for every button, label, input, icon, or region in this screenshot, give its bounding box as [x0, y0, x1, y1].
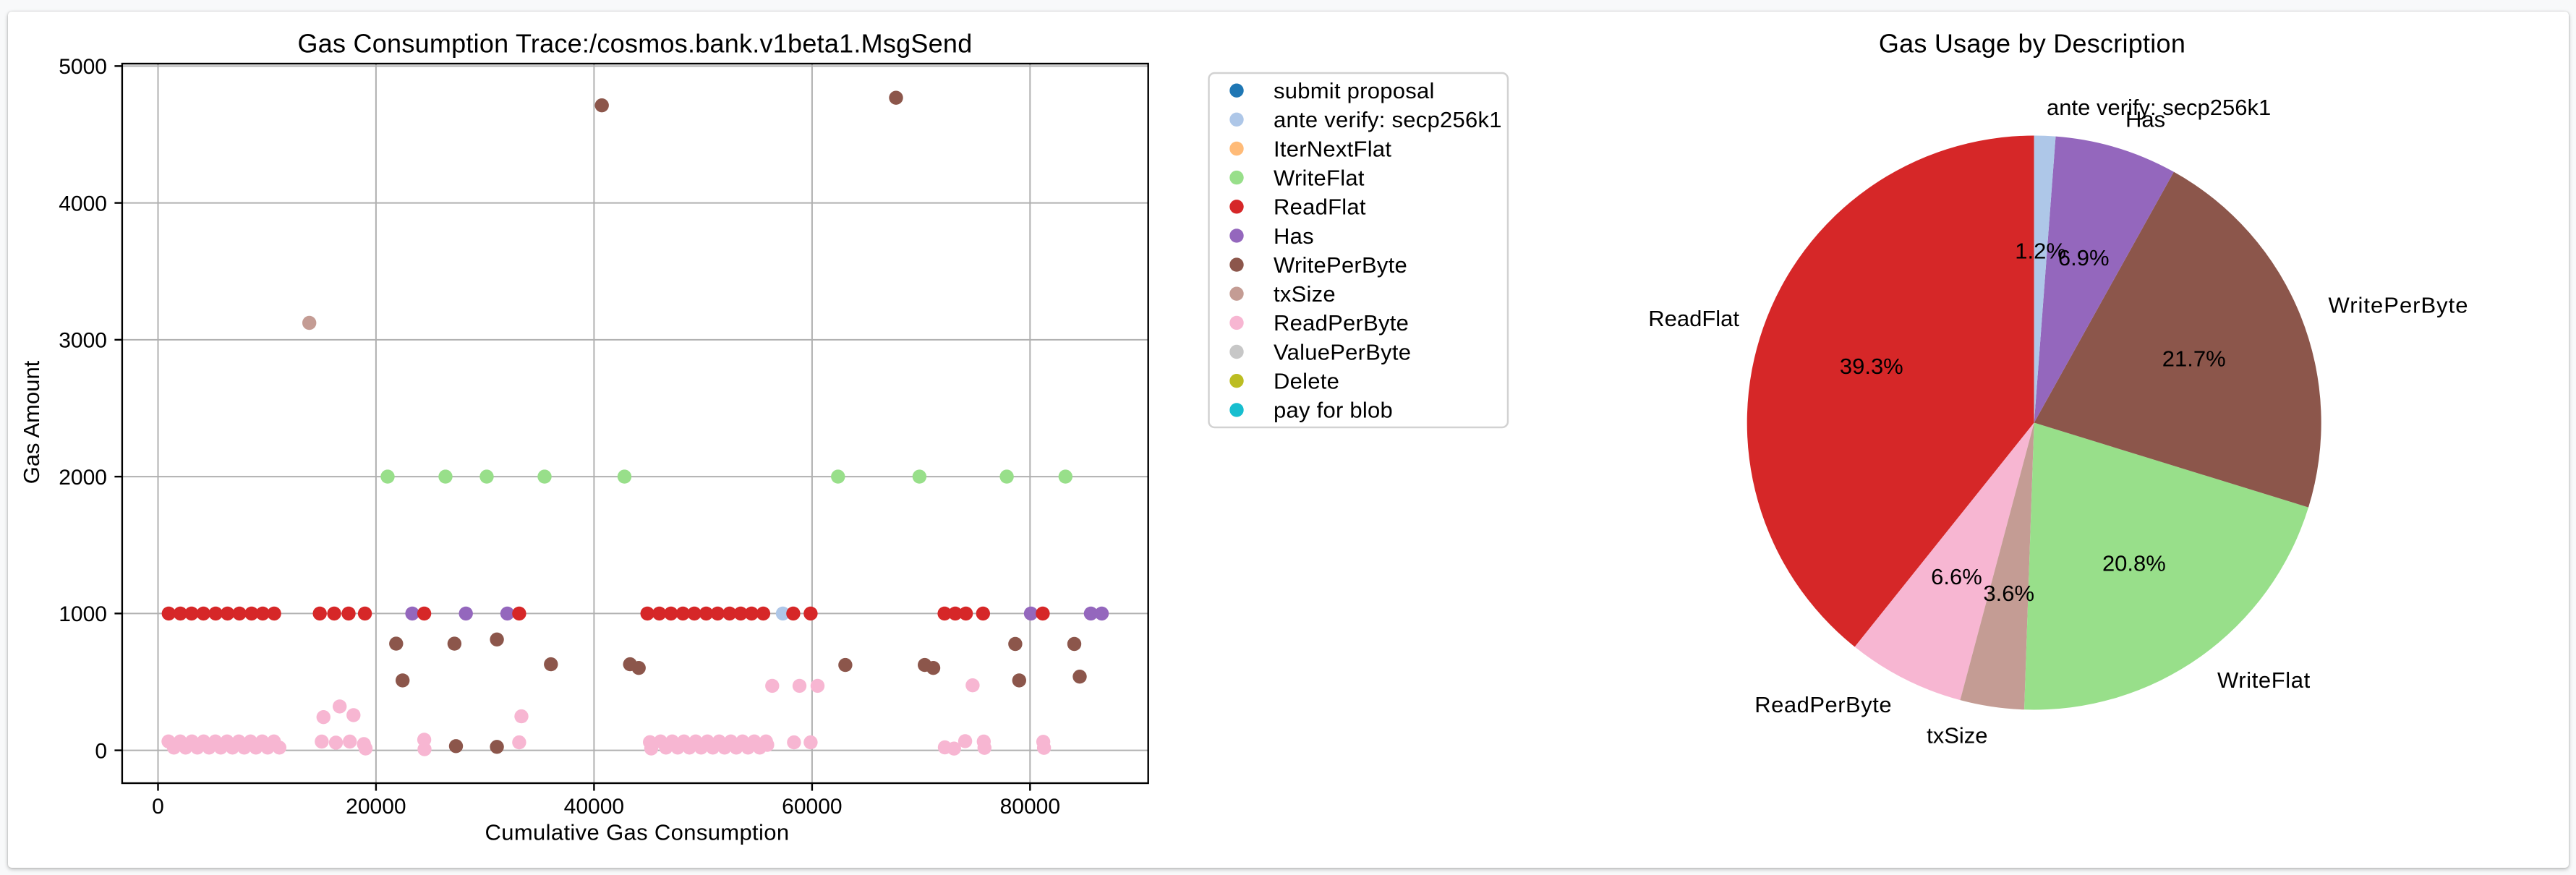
svg-text:0: 0 — [95, 739, 107, 763]
svg-text:6.9%: 6.9% — [2058, 245, 2110, 270]
svg-text:3.6%: 3.6% — [1983, 581, 2034, 606]
svg-text:ante verify: secp256k1: ante verify: secp256k1 — [1274, 107, 1502, 132]
svg-text:WriteFlat: WriteFlat — [2217, 667, 2311, 693]
svg-text:Gas Usage by Description: Gas Usage by Description — [1879, 29, 2185, 59]
svg-text:20000: 20000 — [346, 795, 406, 819]
svg-text:ReadPerByte: ReadPerByte — [1754, 692, 1892, 717]
svg-text:WriteFlat: WriteFlat — [1274, 165, 1365, 190]
svg-text:Delete: Delete — [1274, 369, 1339, 394]
svg-text:4000: 4000 — [59, 192, 107, 215]
svg-text:6.6%: 6.6% — [1931, 564, 1982, 589]
svg-text:ValuePerByte: ValuePerByte — [1274, 339, 1411, 364]
svg-text:submit proposal: submit proposal — [1274, 78, 1435, 103]
svg-text:20.8%: 20.8% — [2102, 550, 2166, 576]
svg-text:1000: 1000 — [59, 602, 107, 626]
svg-text:Gas Amount: Gas Amount — [19, 360, 44, 484]
svg-text:Cumulative Gas Consumption: Cumulative Gas Consumption — [485, 820, 790, 845]
svg-text:60000: 60000 — [782, 795, 842, 819]
svg-text:3000: 3000 — [59, 329, 107, 353]
svg-text:ReadPerByte: ReadPerByte — [1274, 310, 1409, 336]
svg-text:txSize: txSize — [1274, 281, 1336, 307]
svg-text:40000: 40000 — [564, 795, 624, 819]
svg-text:WritePerByte: WritePerByte — [2329, 293, 2469, 318]
svg-text:Has: Has — [1274, 223, 1314, 249]
svg-text:80000: 80000 — [1000, 795, 1060, 819]
svg-text:Gas Consumption Trace:/cosmos.: Gas Consumption Trace:/cosmos.bank.v1bet… — [298, 29, 973, 59]
svg-text:WritePerByte: WritePerByte — [1274, 252, 1407, 278]
svg-text:21.7%: 21.7% — [2162, 346, 2226, 372]
svg-text:Has: Has — [2125, 106, 2165, 132]
svg-text:IterNextFlat: IterNextFlat — [1274, 136, 1391, 161]
svg-text:1.2%: 1.2% — [2015, 238, 2066, 263]
svg-text:0: 0 — [152, 795, 164, 819]
svg-text:39.3%: 39.3% — [1840, 354, 1903, 379]
svg-text:ante verify: secp256k1: ante verify: secp256k1 — [2047, 95, 2271, 120]
svg-text:ReadFlat: ReadFlat — [1274, 195, 1366, 220]
svg-text:2000: 2000 — [59, 466, 107, 490]
svg-text:5000: 5000 — [59, 55, 107, 79]
svg-text:ReadFlat: ReadFlat — [1648, 306, 1739, 331]
svg-text:txSize: txSize — [1927, 722, 1987, 748]
svg-text:pay for blob: pay for blob — [1274, 398, 1393, 423]
